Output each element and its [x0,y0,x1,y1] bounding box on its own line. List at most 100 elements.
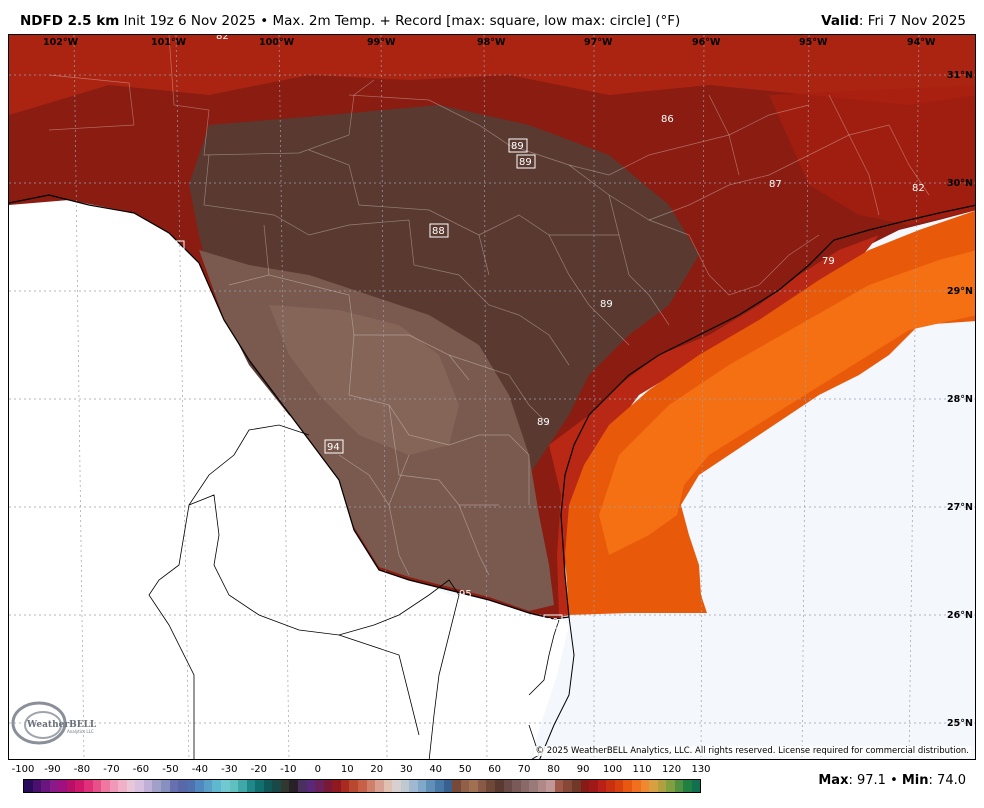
record-circle: 87 [769,179,782,190]
record-circle: 89 [600,299,613,310]
colorbar-swatch [135,780,144,792]
colorbar-tick-label: -90 [44,764,61,775]
colorbar-swatch [546,780,555,792]
colorbar-swatch [614,780,624,792]
colorbar-swatch [366,780,376,792]
weatherbell-logo: WeatherBELL Analytics LLC [11,701,97,745]
colorbar-swatch [683,780,692,792]
colorbar-swatch [298,780,307,792]
colorbar-tick-label: 40 [429,764,443,775]
title-bar: NDFD 2.5 km Init 19z 6 Nov 2025 • Max. 2… [0,0,984,34]
record-square: 89 [508,138,528,153]
record-value: 89 [511,141,524,152]
colorbar-swatch [443,780,453,792]
colorbar-swatch [400,780,410,792]
record-square: 89 [516,154,536,169]
colorbar-swatch [178,780,187,792]
colorbar-swatch [75,780,84,792]
colorbar-swatch [349,780,358,792]
county-lines [48,35,930,576]
lon-labels: 102°W 101°W 100°W 99°W 98°W 97°W 96°W 95… [43,37,936,48]
lat-lon-grid [9,35,975,759]
lat-label: 31°N [947,70,973,81]
record-square: 89 [543,614,563,629]
colorbar-tick-label: -100 [11,764,35,775]
colorbar-swatch [426,780,435,792]
colorbar-swatch [143,780,153,792]
logo-text: WeatherBELL [26,720,97,730]
colorbar-swatch [41,780,50,792]
colorbar-swatch [606,780,615,792]
colorbar-swatch [66,780,76,792]
colorbar-tick-label: -70 [103,764,120,775]
lon-label: 96°W [692,37,721,48]
colorbar-swatch [417,780,427,792]
lon-label: 101°W [151,37,187,48]
coastline [560,204,975,618]
colorbar-swatch [280,780,290,792]
colorbar-tick-label: 120 [661,764,682,775]
colorbar-swatch [649,780,658,792]
colorbar-swatch [323,780,333,792]
colorbar-tick-label: -60 [132,764,150,775]
record-square: 91 [165,240,185,255]
colorbar-swatch [49,780,59,792]
colorbar-swatch [486,780,495,792]
record-squares: 82 89 89 88 91 94 89 [165,35,563,629]
colorbar-swatch [623,780,632,792]
lon-label: 94°W [907,37,936,48]
record-value: 89 [546,617,559,628]
colorbar-swatch [238,780,247,792]
valid-time: Valid: Fri 7 Nov 2025 [821,13,966,29]
lat-label: 27°N [947,502,973,513]
record-value: 82 [216,35,229,42]
colorbar-swatch [520,780,530,792]
record-circles: 86 87 82 79 89 89 95 [459,114,925,600]
colorbar-tick-label: -40 [191,764,209,775]
lon-label: 100°W [259,37,295,48]
colorbar-swatch [186,780,196,792]
record-circle: 95 [459,589,472,600]
colorbar-tick-label: 110 [632,764,652,775]
record-circle: 82 [912,183,925,194]
colorbar-swatch [118,780,127,792]
map-title: NDFD 2.5 km Init 19z 6 Nov 2025 • Max. 2… [20,13,680,29]
colorbar-swatch [494,780,504,792]
colorbar-swatch [563,780,572,792]
rio-grande [9,194,570,620]
colorbar-swatch [435,780,444,792]
colorbar-swatch [529,780,538,792]
colorbar-tick-label: -30 [221,764,238,775]
colorbar-swatch [375,780,384,792]
colorbar-strip [23,779,701,793]
colorbar-swatch [537,780,547,792]
temperature-map: 102°W 101°W 100°W 99°W 98°W 97°W 96°W 95… [9,35,975,759]
lat-labels: 31°N 30°N 29°N 28°N 27°N 26°N 25°N [947,70,973,729]
colorbar-swatch [83,780,93,792]
lon-label: 102°W [43,37,79,48]
colorbar-swatch [169,780,179,792]
colorbar-tick-label: 60 [488,764,502,775]
valid-label: Valid [821,13,859,29]
logo-subtext: Analytics LLC [67,729,94,734]
colorbar-swatch [263,780,273,792]
colorbar: -100 -90 -80 -70 -60 -50 -40 -30 -20 -10 0 10 20 30 40… [0,762,984,808]
colorbar-swatch [469,780,478,792]
record-value: 94 [327,442,340,453]
colorbar-ticks: -100 -90 -80 -70 -60 -50 -40 -30 -20 -10 0 10 20 30 40… [0,764,984,778]
lat-label: 25°N [947,718,973,729]
record-value: 89 [519,157,532,168]
colorbar-tick-label: 50 [458,764,472,775]
map-panel[interactable]: 102°W 101°W 100°W 99°W 98°W 97°W 96°W 95… [8,34,976,760]
record-value: 91 [168,243,181,254]
colorbar-swatch [674,780,684,792]
colorbar-tick-label: 0 [314,764,321,775]
colorbar-swatch [452,780,461,792]
run-info: Init 19z 6 Nov 2025 • Max. 2m Temp. + Re… [123,13,681,29]
colorbar-swatch [152,780,161,792]
colorbar-swatch [512,780,521,792]
colorbar-swatch [657,780,667,792]
colorbar-swatch [597,780,607,792]
max-label: Max [818,773,849,788]
colorbar-swatch [32,780,42,792]
